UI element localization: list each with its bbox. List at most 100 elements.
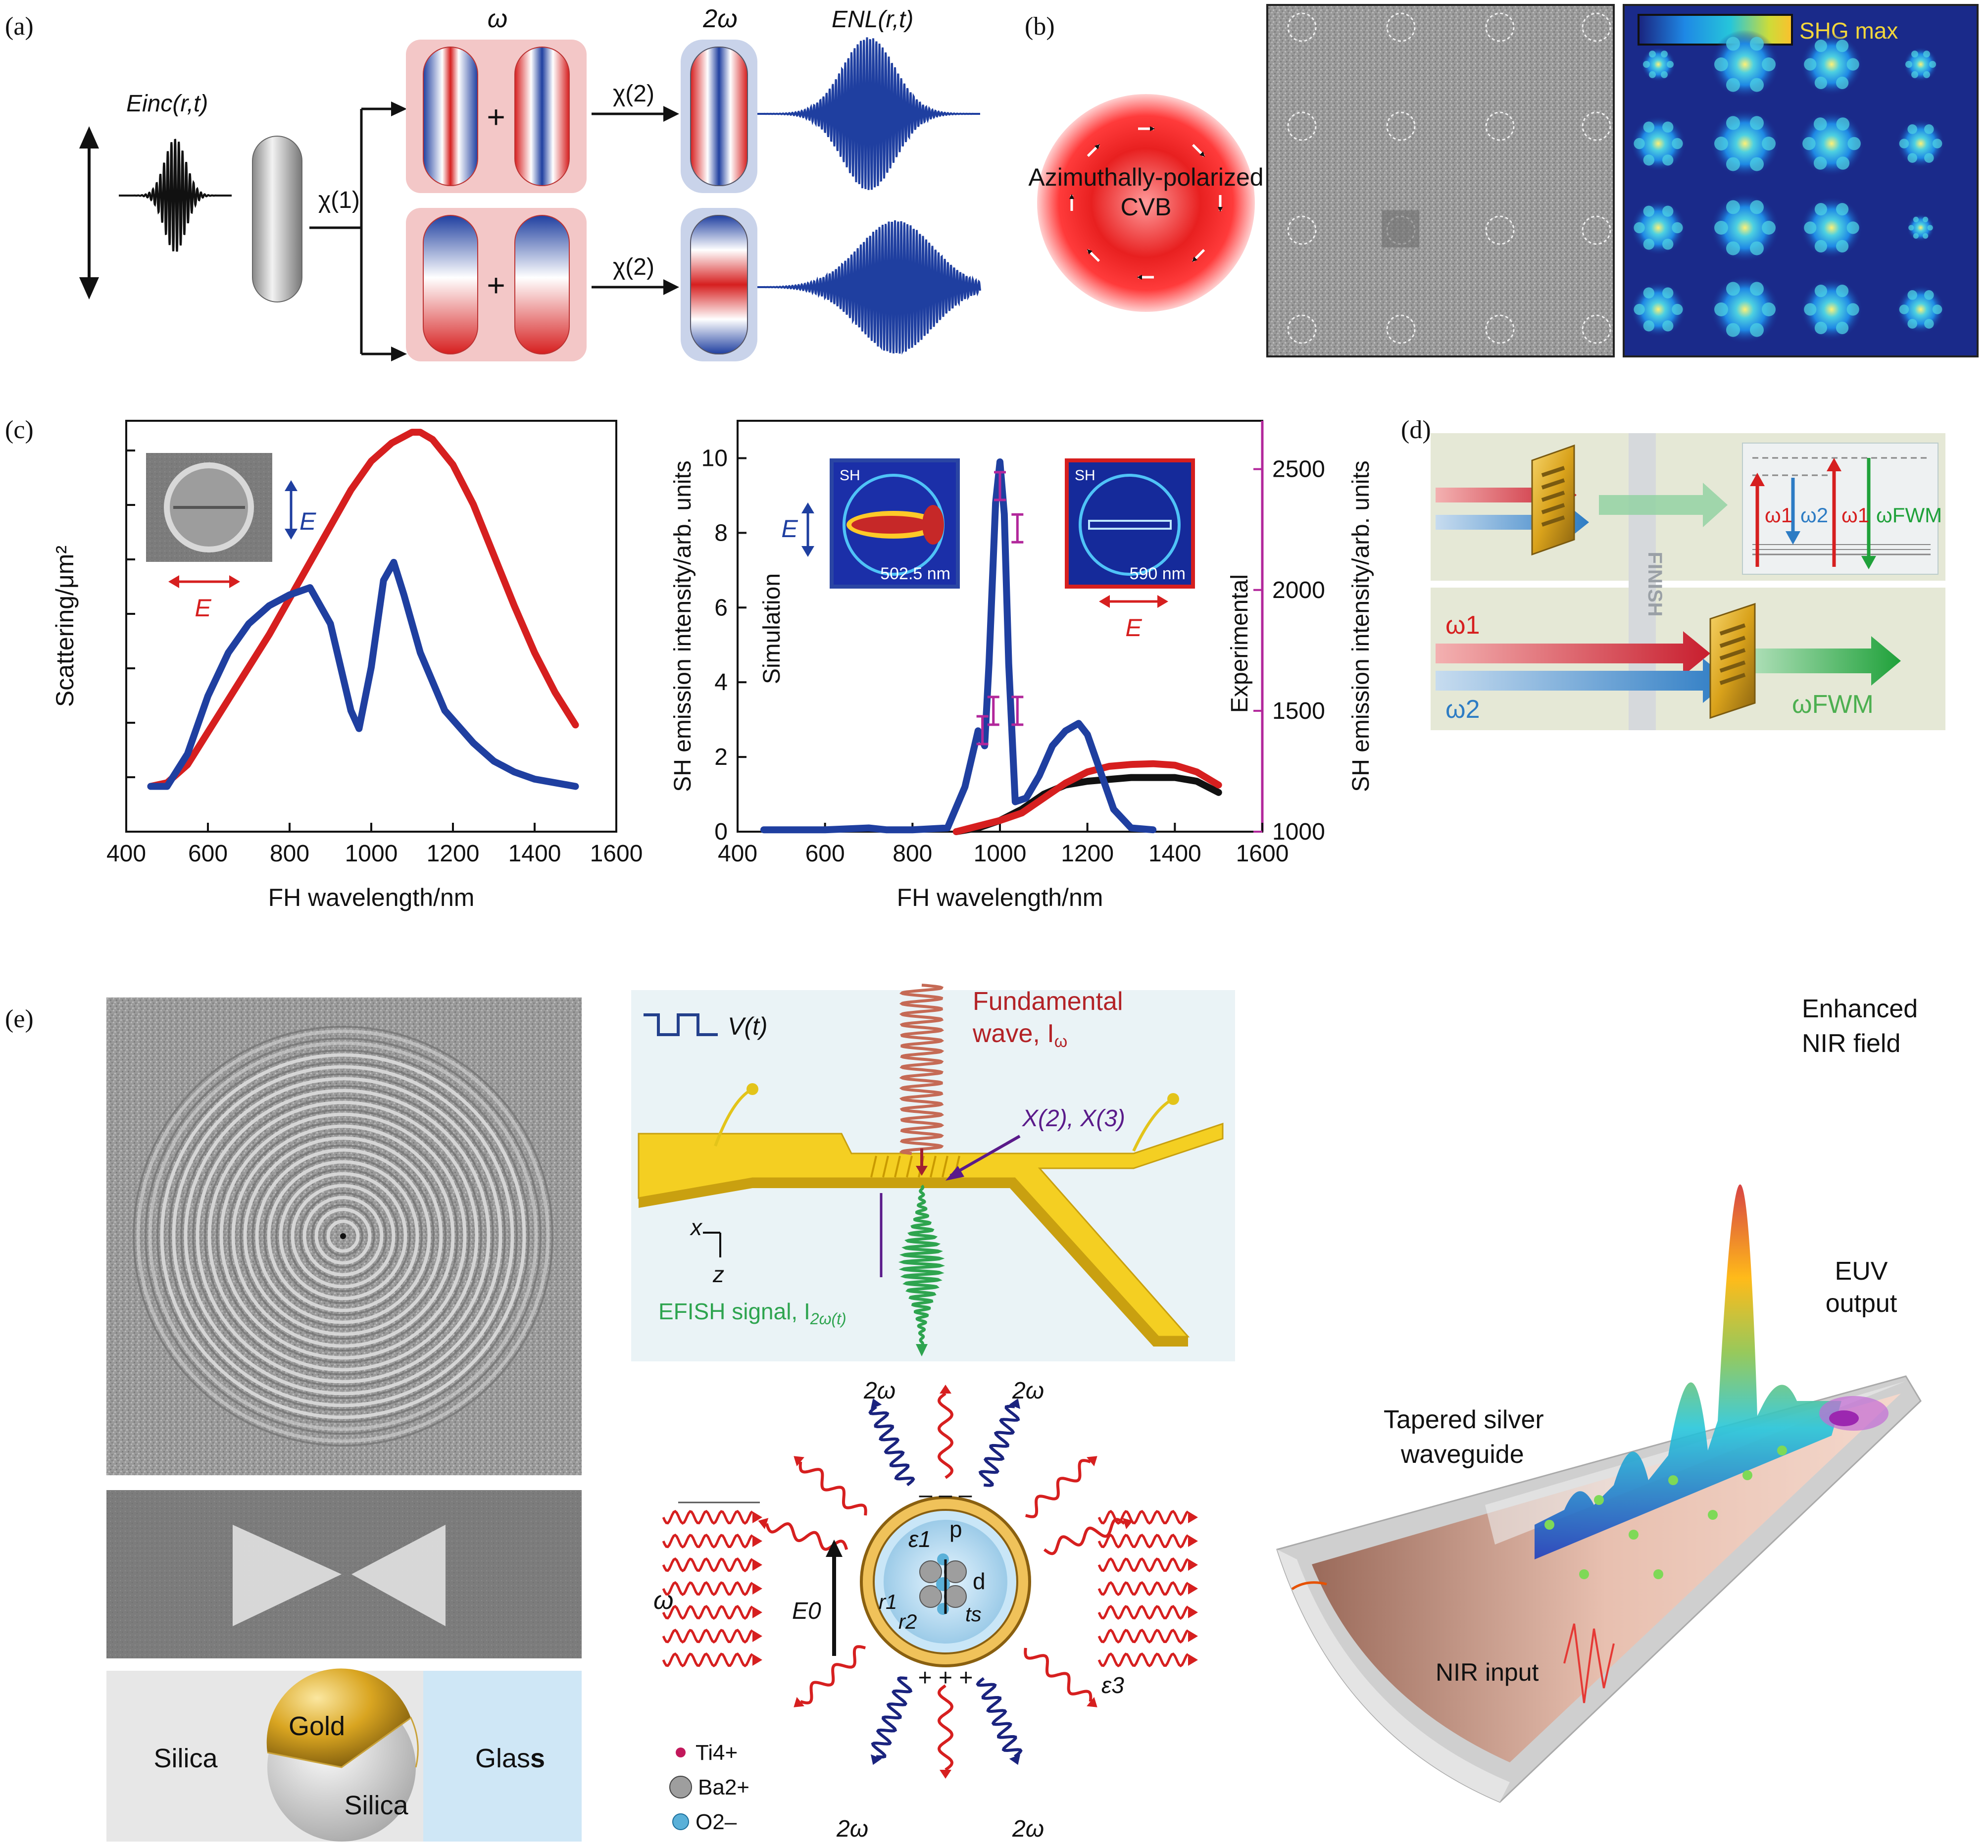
particle-dot <box>1629 1530 1639 1540</box>
svg-text:2ω: 2ω <box>836 1816 868 1842</box>
vt-label: V(t) <box>728 1012 768 1040</box>
omega1-beam <box>1436 631 1710 676</box>
silica-sphere-label: Silica <box>344 1791 408 1820</box>
tick-label: 1000 <box>1272 819 1325 845</box>
label-w2: ω2 <box>1445 695 1480 724</box>
grating-top <box>1531 444 1575 556</box>
svg-text:Ti4+: Ti4+ <box>696 1741 738 1765</box>
two-omega-header: 2ω <box>702 4 737 33</box>
e-inc-label: Einc(r,t) <box>126 91 208 117</box>
structure-markers <box>1287 12 1611 344</box>
fwm-beam-faded <box>1599 483 1728 527</box>
particle-dot <box>1708 1510 1718 1520</box>
dash-circle <box>1287 314 1317 344</box>
bowtie-sem-image <box>106 1490 582 1658</box>
svg-text:O2–: O2– <box>696 1810 737 1834</box>
sh-x-ticks: 400 600 800 1000 1200 1400 1600 <box>718 823 1289 867</box>
tick-label: 1400 <box>508 841 561 867</box>
error-bar <box>1011 513 1024 544</box>
inset-left-wavelength: 502.5 nm <box>880 564 950 583</box>
inset-e-vertical-icon <box>285 480 298 540</box>
bowtie-left <box>233 1525 342 1626</box>
nir-input-wave <box>1563 1623 1615 1703</box>
inset-right-wavelength: 590 nm <box>1130 564 1186 583</box>
scattering-ylabel: Scattering/μm² <box>51 546 79 707</box>
panel-d: (d) FINISH ω1 ω2 ω1 <box>1401 416 1945 730</box>
field-peaks <box>1535 1184 1841 1559</box>
omega-header: ω <box>488 4 508 33</box>
gold-label: Gold <box>289 1711 345 1741</box>
inset-left-e-icon <box>801 502 814 557</box>
experimental-label: Experimental <box>1227 574 1253 713</box>
tick-label: 10 <box>701 445 728 471</box>
azimuthal-arrow <box>1087 249 1100 262</box>
panel-a: (a) Einc(r,t) χ(1) ω 2ω ENL(r,t) + + χ(2 <box>5 4 981 361</box>
tick-label: 1500 <box>1272 698 1325 724</box>
enhanced-label-2: NIR field <box>1802 1029 1900 1058</box>
simulation-label: Simulation <box>759 573 785 684</box>
bowtie-right <box>351 1525 446 1626</box>
panel-label-e: (e) <box>5 1005 34 1033</box>
cvb-label-2: CVB <box>1121 193 1172 221</box>
omega2-beam-top <box>1436 502 1589 542</box>
omega1-beam-top <box>1436 475 1577 515</box>
tick-label: 1200 <box>1061 841 1114 867</box>
energy-level-inset <box>1742 443 1938 575</box>
sh-y-ticks-right: 1000 1500 2000 2500 <box>1253 456 1325 845</box>
tick-label: 0 <box>714 819 728 845</box>
panel-c: (c) 400 600 800 1000 1200 1400 1600 FH wavelen… <box>5 416 1374 911</box>
azimuthal-arrows-icon <box>1069 126 1223 280</box>
inset-right-e-icon <box>1099 595 1168 608</box>
incident-pulse <box>119 139 232 252</box>
dash-circle <box>1287 215 1317 245</box>
mode-dipole-top <box>423 47 478 186</box>
nanorod <box>252 136 302 302</box>
tick-label: 1200 <box>427 841 480 867</box>
particle-dot <box>1668 1475 1678 1485</box>
sh-series <box>760 458 1222 835</box>
svg-text:2ω: 2ω <box>1012 1378 1044 1404</box>
tick-label: 600 <box>188 841 228 867</box>
polarization-arrow-icon <box>79 126 99 300</box>
sh-line-1 <box>952 760 1222 835</box>
particle-dot <box>1579 1569 1589 1579</box>
error-bar <box>1011 696 1024 726</box>
level-w2: ω2 <box>1800 503 1828 527</box>
p-label: p <box>949 1516 962 1542</box>
dash-circle <box>1386 314 1416 344</box>
sh-error-bars <box>976 471 1024 746</box>
tick-label: 2 <box>714 744 728 770</box>
inset-right-e: E <box>1125 614 1142 642</box>
eps3-label: ε3 <box>1101 1672 1124 1698</box>
e-nl-label: ENL(r,t) <box>832 6 913 33</box>
plus-charges: + + + <box>918 1665 973 1691</box>
mode-dipole-bottom <box>423 215 478 354</box>
sh-ylabel-right: SH emission intensity/arb. units <box>1348 460 1374 792</box>
tick-label: 1000 <box>345 841 398 867</box>
scattering-line-1 <box>147 558 579 790</box>
error-bar <box>976 715 989 746</box>
tick-label: 2000 <box>1272 577 1325 603</box>
svg-text:Ba2+: Ba2+ <box>698 1775 749 1799</box>
atom-legend: Ti4+ Ba2+ O2– <box>669 1741 749 1834</box>
plus-top: + <box>487 99 505 135</box>
dash-circle <box>1485 12 1515 42</box>
tick-label: 1000 <box>974 841 1027 867</box>
panel-b: (b) Azimuthally-polarized CVB SHG max <box>1025 4 1979 357</box>
gold-cap <box>266 1668 411 1767</box>
mode-quad-top <box>514 47 570 186</box>
scattering-y-ticks <box>126 450 135 778</box>
label-w1: ω1 <box>1445 611 1480 640</box>
label-wfwm: ωFWM <box>1792 690 1874 719</box>
panel-label-d: (d) <box>1401 416 1431 444</box>
grating-bottom <box>1709 602 1756 719</box>
dash-circle <box>1287 12 1317 42</box>
svg-text:2ω: 2ω <box>863 1378 895 1404</box>
dash-circle <box>1287 111 1317 141</box>
plus-bottom: + <box>487 267 505 303</box>
particle-dot <box>1653 1569 1663 1579</box>
chi1-label: χ(1) <box>318 187 360 213</box>
tick-label: 600 <box>805 841 845 867</box>
dash-circle <box>1485 314 1515 344</box>
vt-waveform-icon <box>644 1013 718 1036</box>
